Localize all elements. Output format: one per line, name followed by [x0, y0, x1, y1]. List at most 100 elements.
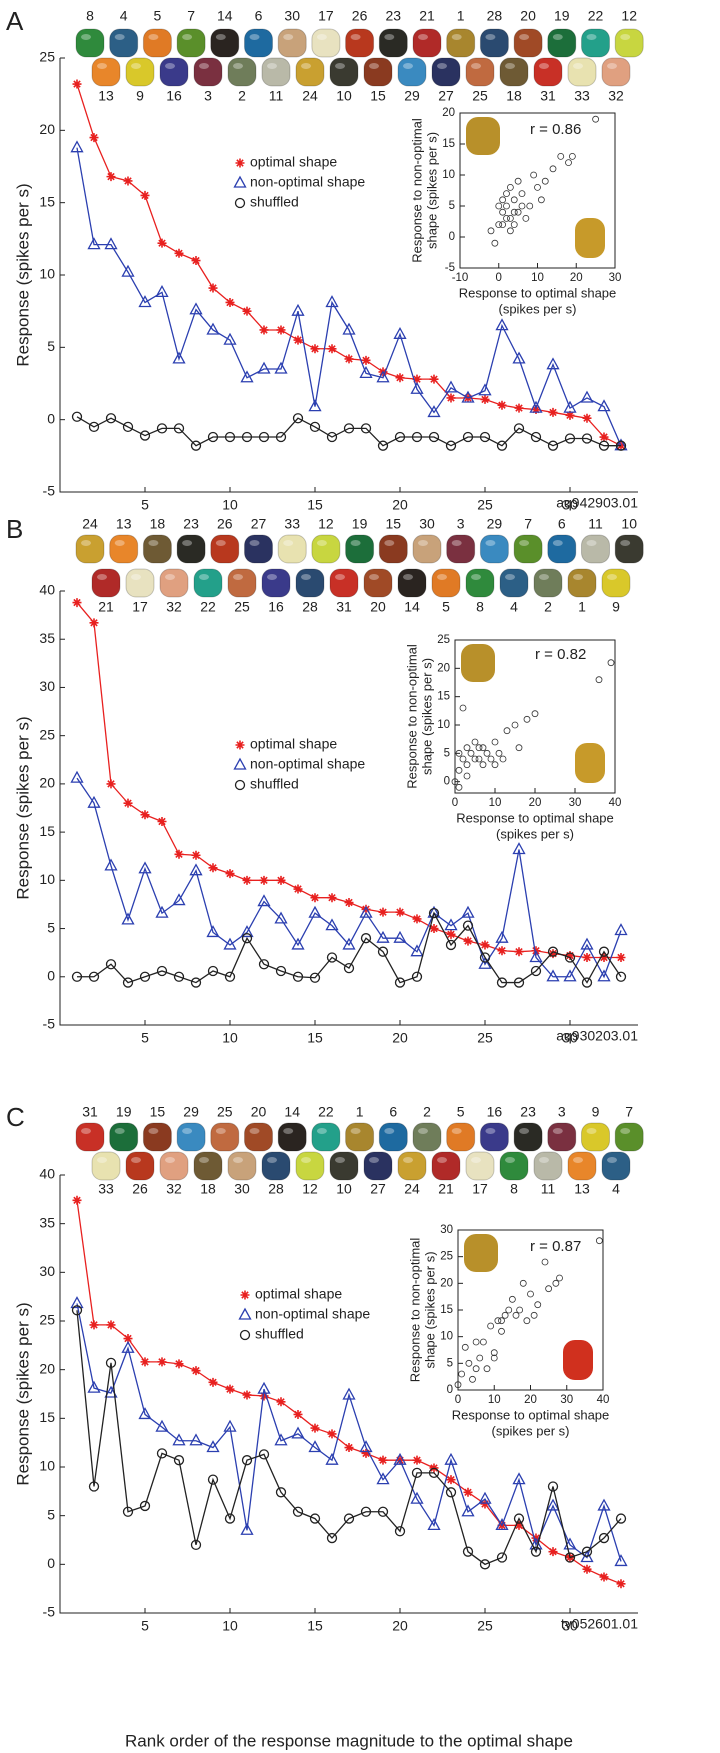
y-tick-label: 0 [449, 231, 455, 243]
marker-star [430, 375, 439, 384]
x-axis-label: (spikes per s) [498, 301, 576, 316]
shape-number: 17 [318, 8, 334, 24]
x-tick-label: 20 [570, 272, 583, 284]
marker-star [226, 1385, 235, 1394]
shape-number: 10 [336, 88, 352, 104]
marker-star [226, 298, 235, 307]
marker-star [277, 876, 286, 885]
shape-highlight [553, 540, 563, 546]
x-tick-label: 20 [392, 1030, 408, 1046]
shape-number: 6 [255, 8, 263, 24]
shape-highlight [587, 540, 597, 546]
shape-number: 26 [352, 8, 368, 24]
shape-number: 27 [370, 1181, 386, 1197]
scatter-point [488, 228, 494, 234]
marker-star [413, 1456, 422, 1465]
shape-icon [194, 569, 222, 597]
shape-icon [582, 29, 610, 57]
shape-icon [582, 535, 610, 563]
x-tick-label: 10 [531, 272, 544, 284]
shape-number: 30 [284, 8, 300, 24]
x-tick-label: 0 [455, 1394, 461, 1406]
shape-icon [262, 58, 290, 86]
scatter-point [464, 762, 470, 768]
marker-triangle [191, 1435, 202, 1445]
shape-number: 1 [457, 8, 465, 24]
shape-highlight [165, 1157, 175, 1163]
shape-icon [228, 569, 256, 597]
shape-highlight [519, 1128, 529, 1134]
shape-icon [615, 535, 643, 563]
marker-triangle [327, 920, 338, 930]
shape-icon [466, 1152, 494, 1180]
shape-number: 9 [612, 599, 620, 615]
shape-icon [413, 535, 441, 563]
shape-number: 15 [386, 516, 402, 532]
marker-star [311, 1424, 320, 1433]
x-tick-label: 5 [141, 497, 149, 513]
marker-star [277, 1397, 286, 1406]
shape-number: 23 [386, 8, 402, 24]
marker-star [294, 336, 303, 345]
series-line [77, 1200, 621, 1583]
scatter-point [593, 116, 599, 122]
cell-id: aq942903.01 [556, 495, 638, 511]
shape-number: 20 [251, 1104, 267, 1120]
shape-highlight [250, 1128, 260, 1134]
panel-label: C [6, 1102, 25, 1132]
shape-highlight [519, 34, 529, 40]
scatter-point [500, 756, 506, 762]
shape-icon [398, 58, 426, 86]
shape-number: 21 [419, 8, 435, 24]
shape-highlight [505, 63, 515, 69]
marker-star [498, 401, 507, 410]
figure: -5051015202551015202530AResponse (spikes… [0, 0, 720, 1753]
shape-number: 24 [302, 88, 318, 104]
y-tick-label: 40 [39, 582, 55, 598]
x-axis-label: Response to optimal shape [456, 810, 614, 825]
shape-icon [312, 29, 340, 57]
x-tick-label: 10 [488, 1394, 501, 1406]
shape-icon [466, 58, 494, 86]
legend-label: shuffled [255, 1326, 304, 1342]
x-axis-label: Rank order of the response magnitude to … [125, 1731, 573, 1750]
marker-star [396, 373, 405, 382]
shape-number: 13 [574, 1181, 590, 1197]
legend-label: shuffled [250, 194, 299, 210]
shape-icon [92, 569, 120, 597]
shape-number: 18 [150, 516, 166, 532]
shape-icon [615, 1123, 643, 1151]
y-tick-label: 25 [440, 1251, 453, 1263]
shape-icon [330, 1152, 358, 1180]
x-tick-label: 20 [392, 497, 408, 513]
marker-star [107, 172, 116, 181]
shape-number: 31 [82, 1104, 98, 1120]
inset-shape-best [461, 644, 495, 682]
marker-star [464, 1488, 473, 1497]
y-tick-label: 30 [440, 1224, 453, 1236]
shape-icon [480, 1123, 508, 1151]
shape-number: 15 [150, 1104, 166, 1120]
shape-number: 1 [356, 1104, 364, 1120]
x-tick-label: 25 [477, 497, 493, 513]
shape-icon [245, 29, 273, 57]
y-axis-label: shape (spikes per s) [424, 132, 439, 249]
marker-star [464, 937, 473, 946]
y-tick-label: 15 [39, 1409, 55, 1425]
legend-label: optimal shape [250, 736, 337, 752]
scatter-point [504, 203, 510, 209]
marker-star [73, 598, 82, 607]
marker-triangle [174, 1435, 185, 1445]
marker-triangle [72, 772, 83, 782]
scatter-point [500, 197, 506, 203]
marker-star [481, 395, 490, 404]
shape-number: 13 [116, 516, 132, 532]
marker-star [600, 433, 609, 442]
shape-number: 20 [370, 599, 386, 615]
scatter-point [557, 1275, 563, 1281]
x-tick-label: 25 [477, 1030, 493, 1046]
shape-icon [582, 1123, 610, 1151]
shape-icon [432, 58, 460, 86]
shape-icon [110, 535, 138, 563]
y-tick-label: 20 [39, 775, 55, 791]
